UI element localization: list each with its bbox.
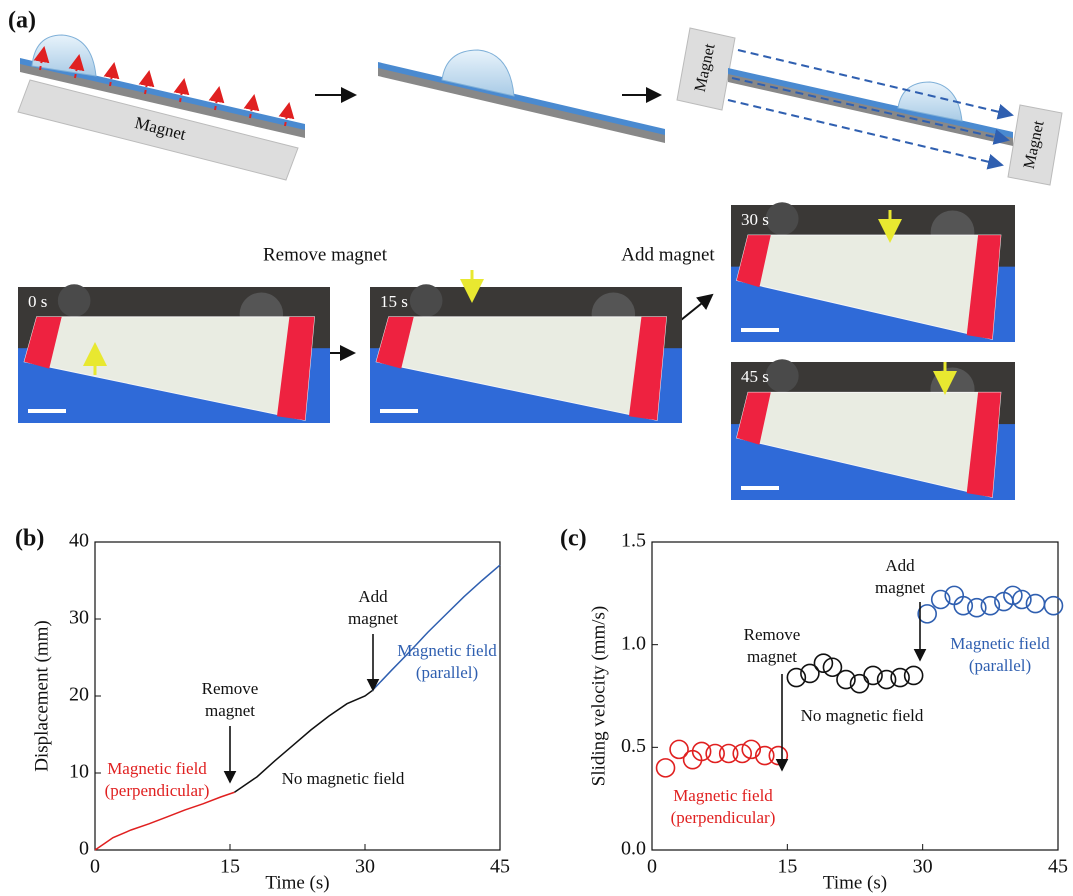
x-tick-label: 30 — [355, 856, 375, 878]
data-point — [918, 605, 936, 623]
annotation: Add — [358, 587, 388, 606]
x-axis-label: Time (s) — [265, 872, 329, 893]
schematic-magnet-on: Magnet — [18, 35, 305, 180]
y-tick-label: 0.5 — [621, 735, 646, 757]
data-point — [1044, 597, 1062, 615]
data-point — [657, 759, 675, 777]
annotation: magnet — [205, 701, 255, 720]
annotation: (perpendicular) — [105, 781, 210, 800]
y-tick-label: 20 — [69, 684, 89, 706]
annotation: magnet — [747, 647, 797, 666]
y-tick-label: 40 — [69, 530, 89, 552]
photo-time: 45 s — [741, 367, 769, 386]
step-label: Add magnet — [621, 244, 715, 265]
annotation: No magnetic field — [282, 769, 405, 788]
x-tick-label: 0 — [90, 856, 100, 878]
data-line — [95, 792, 235, 850]
photo: 15 s — [370, 270, 682, 423]
chart: (b) 0 15 30 45 0 10 20 30 40 Time (s) Displacement … — [15, 526, 510, 894]
y-tick-label: 1.5 — [621, 530, 646, 552]
x-tick-label: 45 — [490, 856, 510, 878]
y-tick-label: 30 — [69, 607, 89, 629]
x-tick-label: 45 — [1048, 856, 1068, 878]
annotation: Magnetic field — [397, 641, 497, 660]
annotation: Magnetic field — [673, 786, 773, 805]
panel-label: (b) — [15, 526, 44, 552]
x-tick-label: 15 — [777, 856, 797, 878]
data-point — [769, 747, 787, 765]
x-tick-label: 0 — [647, 856, 657, 878]
y-tick-label: 0.0 — [621, 838, 646, 860]
annotation: (parallel) — [969, 656, 1031, 675]
plot-frame — [95, 542, 500, 850]
photo-clamp — [58, 284, 91, 317]
y-tick-label: 1.0 — [621, 632, 646, 654]
annotation: magnet — [348, 609, 398, 628]
panel-label: (c) — [560, 526, 587, 552]
x-axis-label: Time (s) — [823, 872, 887, 893]
annotation: Magnetic field — [107, 759, 207, 778]
chart: (c) 0 15 30 45 0.0 0.5 1.0 1.5 Time (s) Sliding ve… — [560, 526, 1068, 894]
annotation: (perpendicular) — [671, 808, 776, 827]
photo-time: 15 s — [380, 292, 408, 311]
y-tick-label: 0 — [79, 838, 89, 860]
annotation: Remove — [202, 679, 259, 698]
y-axis-label: Displacement (mm) — [31, 620, 52, 771]
figure: (a) Magnet Magnet Magnet Remove magnet A… — [0, 0, 1073, 896]
annotation: Add — [885, 556, 915, 575]
photo-clamp — [766, 202, 799, 235]
data-point — [905, 666, 923, 684]
photo: 30 s — [731, 202, 1015, 342]
annotation: Magnetic field — [950, 634, 1050, 653]
photo-clamp — [410, 284, 443, 317]
annotation: magnet — [875, 578, 925, 597]
photo-time: 30 s — [741, 210, 769, 229]
annotation: (parallel) — [416, 663, 478, 682]
annotation: Remove — [744, 625, 801, 644]
x-tick-label: 30 — [913, 856, 933, 878]
x-tick-label: 15 — [220, 856, 240, 878]
panel-label: (a) — [8, 8, 36, 34]
y-tick-label: 10 — [69, 761, 89, 783]
photo: 45 s — [731, 359, 1015, 500]
step-label: Remove magnet — [263, 244, 388, 265]
annotation: No magnetic field — [801, 706, 924, 725]
photo-time: 0 s — [28, 292, 47, 311]
schematic-magnet-parallel: Magnet Magnet — [677, 28, 1062, 185]
y-axis-label: Sliding velocity (mm/s) — [588, 606, 609, 787]
photo: 0 s — [18, 284, 330, 423]
schematic-no-magnet — [378, 50, 665, 143]
photo-clamp — [766, 359, 799, 392]
